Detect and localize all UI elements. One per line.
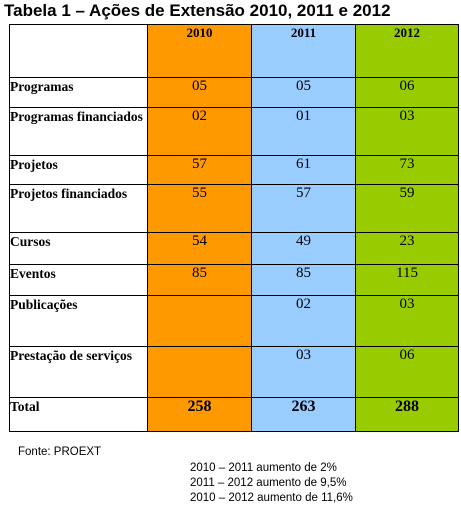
- row-label: Prestação de serviços: [9, 346, 148, 398]
- table-row: Publicações 02 03: [9, 295, 459, 347]
- row-label: Programas financiados: [9, 107, 148, 156]
- header-cell-label: [9, 24, 148, 78]
- table-title: Tabela 1 – Ações de Extensão 2010, 2011 …: [4, 1, 391, 20]
- cell-2011: 02: [251, 295, 356, 347]
- header-row: 2010 2011 2012: [9, 24, 459, 78]
- cell-2010: [147, 346, 252, 398]
- table-row: Eventos 85 85 115: [9, 264, 459, 296]
- table-row: Projetos financiados 55 57 59: [9, 184, 459, 233]
- row-label: Cursos: [9, 232, 148, 265]
- cell-2011: 01: [251, 107, 356, 156]
- cell-2012: 73: [355, 155, 459, 185]
- cell-2011: 57: [251, 184, 356, 233]
- header-cell-2011: 2011: [251, 24, 356, 78]
- cell-2012: 03: [355, 295, 459, 347]
- cell-2010: 02: [147, 107, 252, 156]
- header-cell-2012: 2012: [355, 24, 459, 78]
- cell-2012: 59: [355, 184, 459, 233]
- cell-2011: 61: [251, 155, 356, 185]
- total-2011: 263: [251, 397, 356, 432]
- total-2012: 288: [355, 397, 459, 432]
- table-row: Cursos 54 49 23: [9, 232, 459, 265]
- cell-2010: 05: [147, 77, 252, 108]
- cell-2012: 115: [355, 264, 459, 296]
- growth-note: 2010 – 2012 aumento de 11,6%: [190, 492, 353, 504]
- table-row: Programas 05 05 06: [9, 77, 459, 108]
- row-label: Projetos: [9, 155, 148, 185]
- cell-2012: 06: [355, 77, 459, 108]
- cell-2010: 85: [147, 264, 252, 296]
- growth-note: 2011 – 2012 aumento de 9,5%: [190, 477, 347, 489]
- total-label: Total: [9, 397, 148, 432]
- table-row: Prestação de serviços 03 06: [9, 346, 459, 398]
- row-label: Programas: [9, 77, 148, 108]
- cell-2010: [147, 295, 252, 347]
- cell-2011: 03: [251, 346, 356, 398]
- cell-2012: 23: [355, 232, 459, 265]
- header-cell-2010: 2010: [147, 24, 252, 78]
- cell-2010: 57: [147, 155, 252, 185]
- row-label: Publicações: [9, 295, 148, 347]
- cell-2011: 85: [251, 264, 356, 296]
- table-row: Programas financiados 02 01 03: [9, 107, 459, 156]
- cell-2010: 54: [147, 232, 252, 265]
- row-label: Projetos financiados: [9, 184, 148, 233]
- cell-2012: 06: [355, 346, 459, 398]
- cell-2011: 05: [251, 77, 356, 108]
- source-note: Fonte: PROEXT: [18, 446, 102, 458]
- row-label: Eventos: [9, 264, 148, 296]
- total-row: Total 258 263 288: [9, 397, 459, 432]
- cell-2012: 03: [355, 107, 459, 156]
- cell-2011: 49: [251, 232, 356, 265]
- growth-notes: 2010 – 2011 aumento de 2% 2011 – 2012 au…: [190, 461, 353, 506]
- cell-2010: 55: [147, 184, 252, 233]
- table-row: Projetos 57 61 73: [9, 155, 459, 185]
- extension-actions-table: 2010 2011 2012 Programas 05 05 06 Progra…: [9, 24, 459, 432]
- growth-note: 2010 – 2011 aumento de 2%: [190, 462, 337, 474]
- total-2010: 258: [147, 397, 252, 432]
